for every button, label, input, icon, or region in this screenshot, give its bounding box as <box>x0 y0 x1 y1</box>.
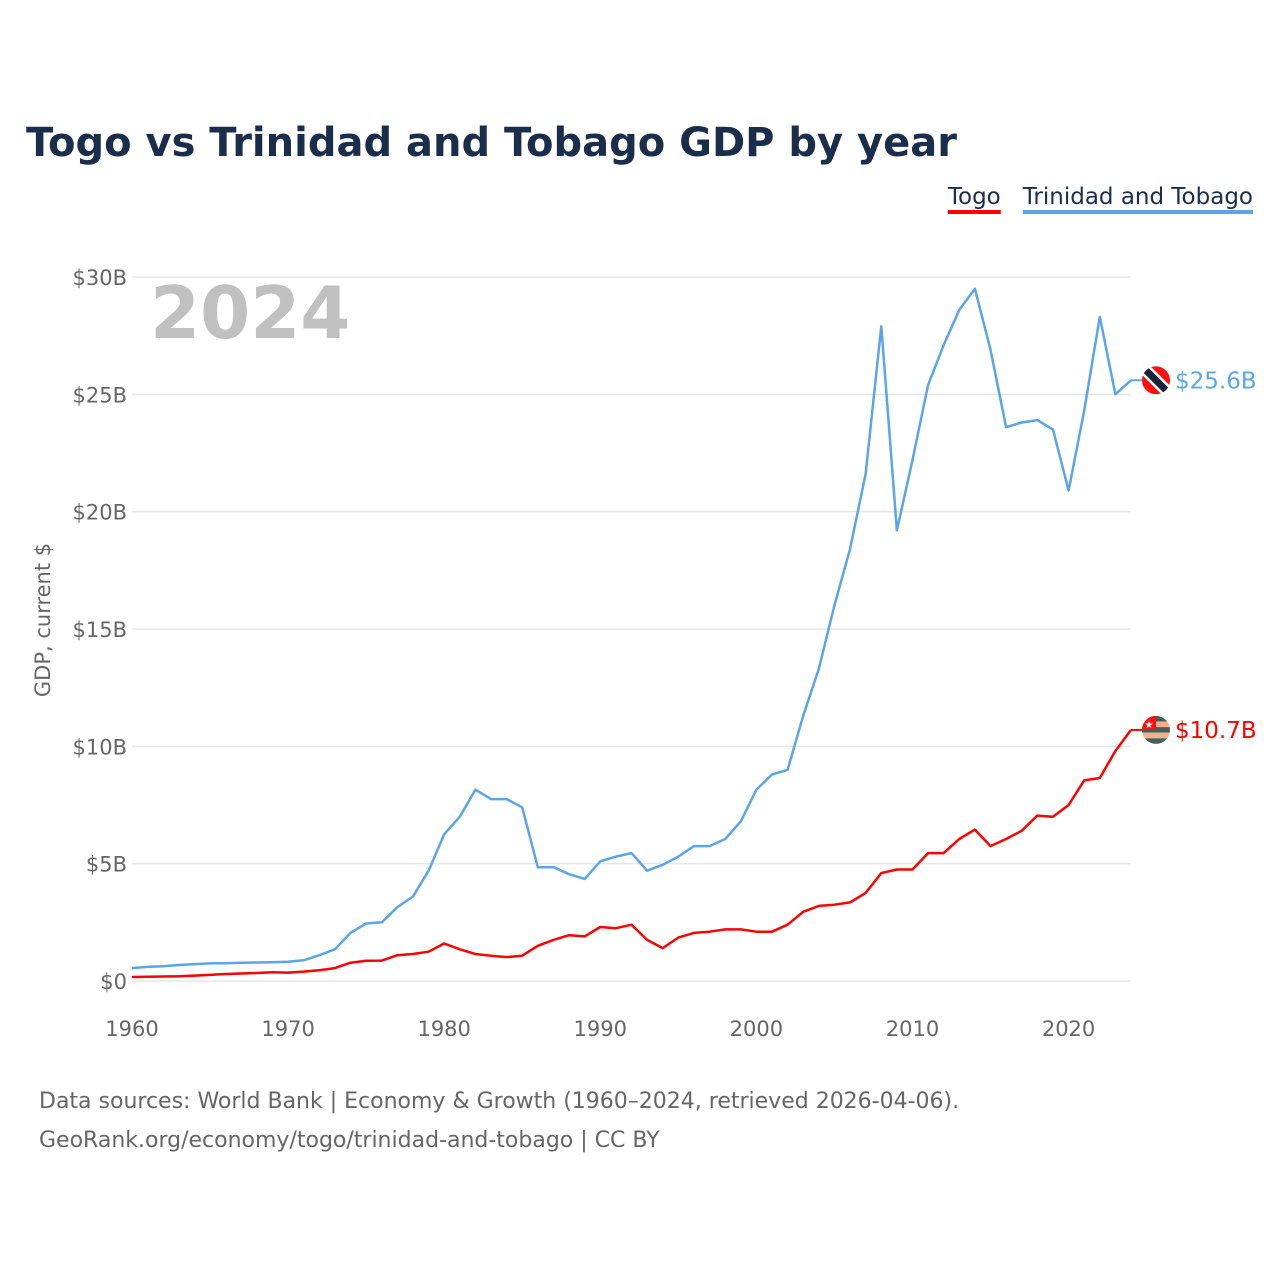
end-value-label: $25.6B <box>1175 368 1257 394</box>
series-lines <box>131 287 1133 979</box>
legend-swatch <box>1022 210 1253 214</box>
svg-text:★: ★ <box>1145 720 1154 731</box>
footer-sources: Data sources: World Bank | Economy & Gro… <box>39 1089 959 1114</box>
series-line-togo <box>131 729 1133 979</box>
y-tick-label: $20B <box>73 501 128 525</box>
year-watermark: 2024 <box>150 271 350 355</box>
y-axis-label: GDP, current $ <box>31 543 55 697</box>
y-tick-label: $25B <box>73 383 128 407</box>
y-tick-label: $5B <box>86 853 127 877</box>
x-tick-label: 1970 <box>261 1017 314 1041</box>
footer-url[interactable]: GeoRank.org/economy/togo/trinidad-and-to… <box>39 1128 660 1153</box>
legend: Trinidad and Tobago Togo <box>947 184 1253 214</box>
x-tick-label: 2010 <box>886 1017 939 1041</box>
chart-title: Togo vs Trinidad and Tobago GDP by year <box>26 120 957 166</box>
y-tick-label: $0 <box>100 970 127 994</box>
legend-item[interactable]: Togo <box>947 184 1001 210</box>
end-value-label: $10.7B <box>1175 718 1257 744</box>
y-tick-label: $15B <box>73 618 128 642</box>
y-axis: $0 $5B $10B $15B $20B $25B $30B <box>73 266 128 994</box>
y-tick-label: $30B <box>73 266 128 290</box>
x-tick-label: 1990 <box>574 1017 627 1041</box>
x-axis: 1960 1970 1980 1990 2000 2010 2020 <box>105 1017 1095 1041</box>
x-tick-label: 2020 <box>1042 1017 1095 1041</box>
x-tick-label: 1980 <box>417 1017 470 1041</box>
end-labels: ★ $10.7B $25.6B <box>1131 366 1257 744</box>
grid <box>132 276 1131 982</box>
legend-swatch <box>947 210 1001 214</box>
legend-item[interactable]: Trinidad and Tobago <box>1022 184 1253 210</box>
togo-flag-icon: ★ <box>1142 715 1170 744</box>
trinidad-flag-icon <box>1142 366 1170 395</box>
series-line-trinidad-and-tobago <box>131 287 1132 970</box>
x-tick-label: 2000 <box>730 1017 783 1041</box>
y-tick-label: $10B <box>73 735 128 759</box>
x-tick-label: 1960 <box>105 1017 158 1041</box>
